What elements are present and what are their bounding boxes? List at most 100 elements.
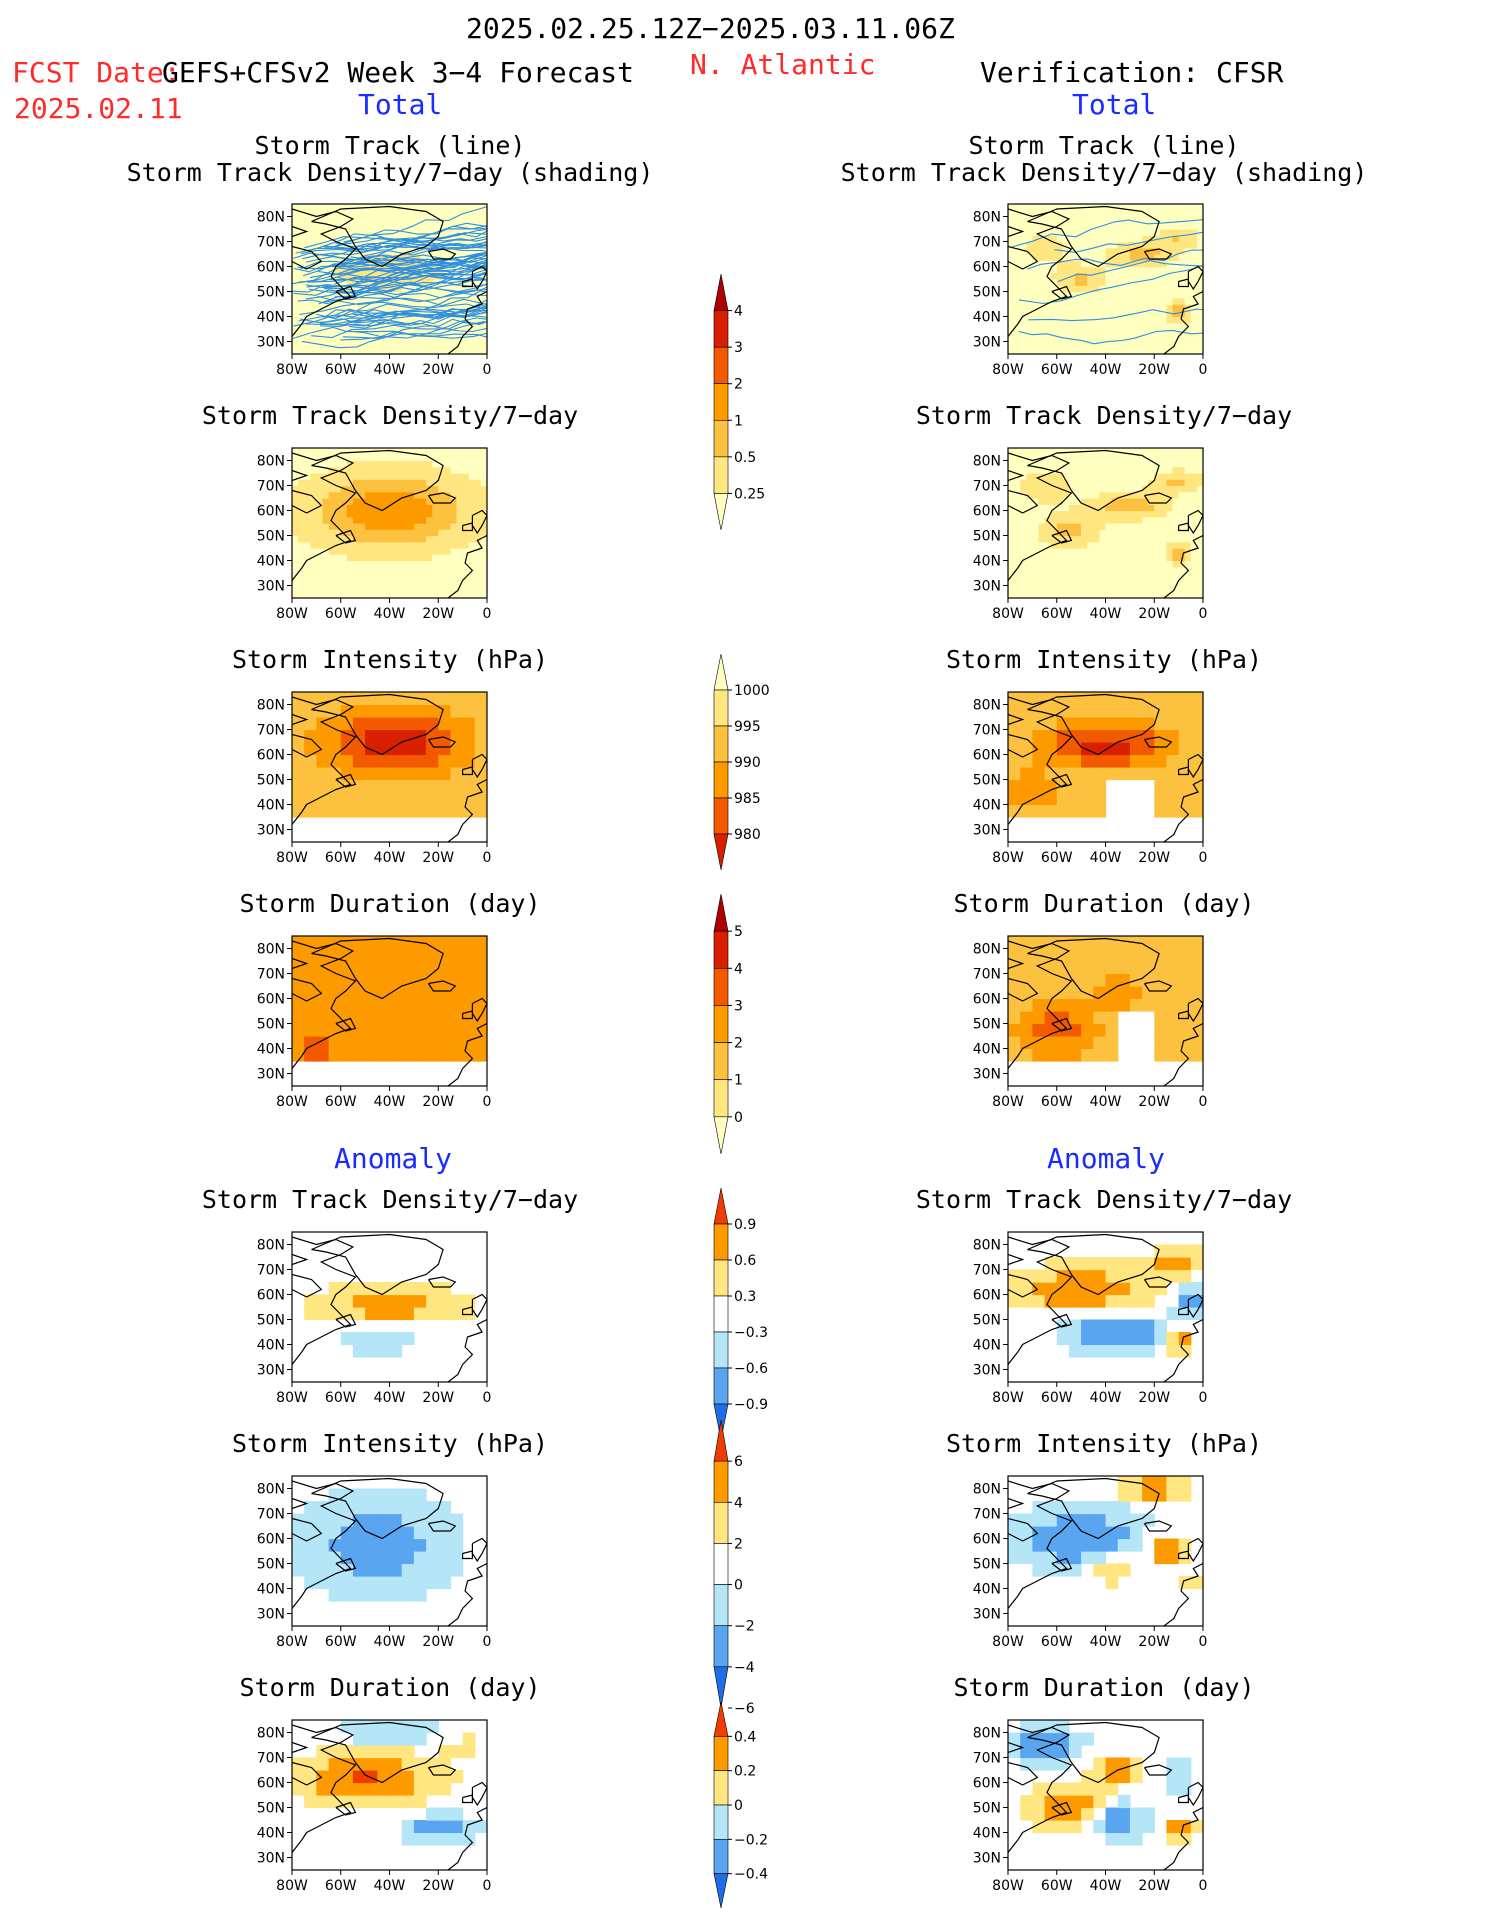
colorbar-label: 985: [734, 791, 761, 807]
title-intensity-anom-left: Storm Intensity (hPa): [231, 1429, 549, 1458]
section-anomaly-left: Anomaly: [334, 1142, 453, 1175]
lon-label: 0: [483, 1094, 492, 1110]
colorbar-label: 0.6: [734, 1253, 756, 1269]
colorbar-label: 6: [734, 1454, 743, 1470]
lon-label: 80W: [276, 1634, 308, 1650]
lon-label: 80W: [992, 1094, 1024, 1110]
lat-label: 30N: [973, 1851, 1001, 1867]
field-cells: [1008, 1476, 1203, 1590]
title-line-2: Storm Track Density/7−day (shading): [840, 158, 1368, 187]
lat-label: 50N: [257, 285, 285, 301]
lat-label: 30N: [257, 1067, 285, 1083]
lon-label: 60W: [1041, 850, 1073, 866]
lon-label: 60W: [325, 1878, 357, 1894]
lat-label: 50N: [257, 1557, 285, 1573]
lon-label: 0: [483, 850, 492, 866]
colorbar-label: 0.5: [734, 450, 756, 466]
colorbar-label: 5: [734, 924, 743, 940]
coastline: [1008, 1233, 1203, 1382]
colorbar-label: −2: [734, 1619, 755, 1635]
section-anomaly-right: Anomaly: [1047, 1142, 1166, 1175]
colorbar-label: −0.2: [734, 1832, 768, 1848]
field-cells: [292, 936, 487, 1062]
lat-label: 80N: [973, 210, 1001, 226]
lon-label: 80W: [992, 1634, 1024, 1650]
lat-label: 60N: [973, 504, 1001, 520]
lon-label: 80W: [992, 362, 1024, 378]
lon-label: 80W: [276, 1390, 308, 1406]
fcst-date: 2025.02.11: [14, 92, 183, 125]
lon-label: 60W: [325, 606, 357, 622]
lon-label: 60W: [325, 1634, 357, 1650]
lon-label: 0: [1199, 1878, 1208, 1894]
colorbar-swatch: [713, 310, 729, 348]
colorbar-swatch: [713, 493, 729, 531]
colorbar-intensity-total: 1000 995 990 985 980: [713, 653, 770, 871]
colorbar-swatch: [713, 1259, 729, 1297]
colorbar-label: 0.4: [734, 1729, 756, 1745]
colorbar-label: 1000: [734, 683, 770, 699]
lat-label: 40N: [973, 1338, 1001, 1354]
lon-label: 40W: [1090, 1390, 1122, 1406]
colorbar-label: −0.3: [734, 1325, 768, 1341]
lat-label: 70N: [973, 967, 1001, 983]
lat-label: 80N: [973, 1482, 1001, 1498]
coastline: [292, 1477, 487, 1626]
coastline: [292, 1233, 487, 1382]
map-duration-forecast: 80N 70N 60N 50N 40N 30N 80W 60W 40W 20W 0: [257, 935, 492, 1110]
lat-label: 40N: [257, 310, 285, 326]
colorbar-swatch: [713, 1295, 729, 1333]
lon-label: 40W: [374, 1094, 406, 1110]
lon-label: 80W: [276, 850, 308, 866]
colorbar-label: 2: [734, 1036, 743, 1052]
map-duration-anom-forecast: 80N 70N 60N 50N 40N 30N 80W 60W 40W 20W 0: [257, 1719, 492, 1894]
lon-label: 20W: [1138, 1390, 1170, 1406]
lon-label: 20W: [1138, 1634, 1170, 1650]
lon-label: 80W: [276, 606, 308, 622]
lon-label: 40W: [374, 1878, 406, 1894]
colorbar-swatch: [713, 1701, 729, 1737]
storm-track-lines: [1011, 218, 1203, 345]
colorbar-swatch: [713, 1770, 729, 1806]
lon-label: 40W: [374, 850, 406, 866]
colorbar-swatch: [713, 1116, 729, 1155]
coastline: [292, 937, 487, 1086]
colorbar-swatch: [713, 1625, 729, 1668]
lon-label: 60W: [325, 850, 357, 866]
title-line-1: Storm Track (line): [968, 131, 1240, 160]
lon-label: 40W: [1090, 362, 1122, 378]
field-cells: [292, 1720, 487, 1846]
map-density-anom-forecast: 80N 70N 60N 50N 40N 30N 80W 60W 40W 20W 0: [257, 1231, 491, 1406]
lat-label: 30N: [257, 579, 285, 595]
colorbar-swatch: [713, 1187, 729, 1225]
colorbar-label: 0.3: [734, 1289, 756, 1305]
lon-label: 20W: [422, 1094, 454, 1110]
title-duration-right: Storm Duration (day): [953, 889, 1255, 918]
colorbar-label: 0.25: [734, 486, 765, 502]
colorbar-swatch: [713, 273, 729, 311]
lon-label: 20W: [422, 362, 454, 378]
colorbar-density-anom: 0.9 0.6 0.3 −0.3 −0.6 −0.9: [713, 1187, 768, 1441]
lat-label: 60N: [973, 748, 1001, 764]
lat-label: 60N: [973, 1288, 1001, 1304]
colorbar-swatch: [713, 1460, 729, 1503]
colorbar-label: 990: [734, 755, 761, 771]
colorbar-duration-anom: 0.4 0.2 0 −0.2 −0.4: [713, 1701, 768, 1909]
lon-label: 20W: [422, 850, 454, 866]
lon-label: 40W: [1090, 606, 1122, 622]
lat-label: 80N: [973, 1726, 1001, 1742]
lon-label: 60W: [1041, 1094, 1073, 1110]
lat-label: 40N: [257, 1338, 285, 1354]
lat-label: 70N: [257, 967, 285, 983]
lat-label: 70N: [257, 1263, 285, 1279]
colorbar-swatch: [713, 689, 729, 727]
lat-label: 50N: [257, 773, 285, 789]
colorbar-density-total: 4 3 2 1 0.5 0.25: [713, 273, 765, 531]
lon-label: 20W: [1138, 362, 1170, 378]
field-cells: [292, 448, 487, 598]
lon-label: 0: [1199, 1094, 1208, 1110]
colorbar-label: 0: [734, 1578, 743, 1594]
lon-label: 0: [483, 1878, 492, 1894]
colorbar-label: 4: [734, 304, 743, 320]
colorbar-swatch: [713, 1005, 729, 1043]
